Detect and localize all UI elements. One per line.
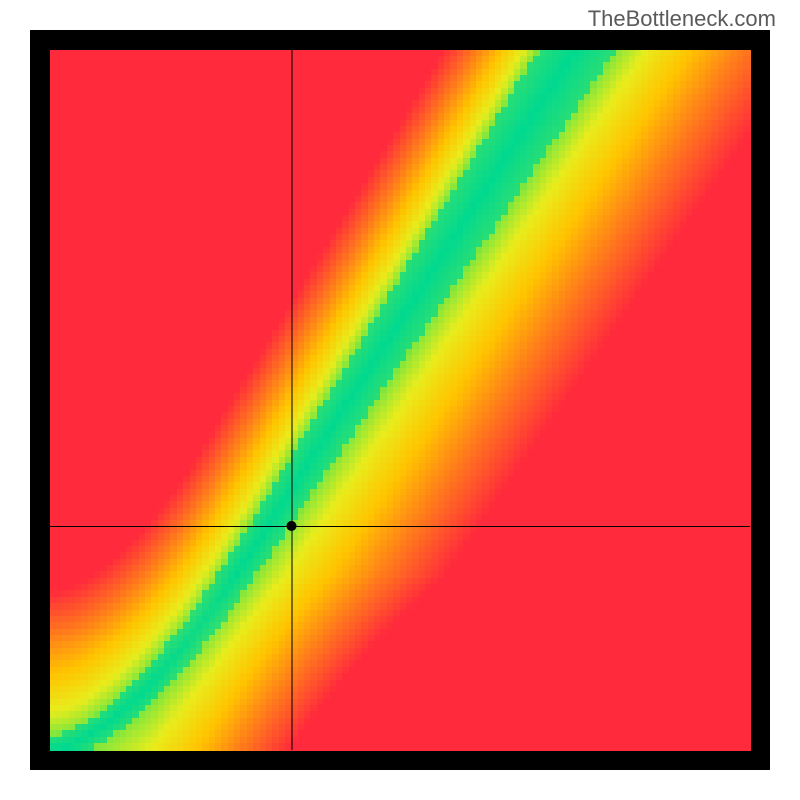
attribution-text: TheBottleneck.com <box>588 6 776 32</box>
chart-container: TheBottleneck.com <box>0 0 800 800</box>
heatmap-canvas <box>30 30 770 770</box>
chart-frame <box>30 30 770 770</box>
